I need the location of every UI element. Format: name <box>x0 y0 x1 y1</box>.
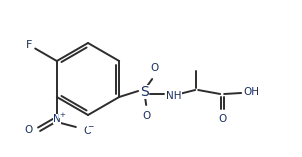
Text: +: + <box>59 112 65 118</box>
Text: NH: NH <box>166 91 182 101</box>
Text: O: O <box>150 63 158 73</box>
Text: N: N <box>53 114 61 124</box>
Text: O: O <box>24 125 33 135</box>
Text: O: O <box>142 111 150 121</box>
Text: F: F <box>26 41 32 51</box>
Text: O: O <box>83 126 91 136</box>
Text: O: O <box>218 114 226 124</box>
Text: OH: OH <box>243 87 259 97</box>
Text: −: − <box>87 122 93 132</box>
Text: S: S <box>140 85 149 99</box>
